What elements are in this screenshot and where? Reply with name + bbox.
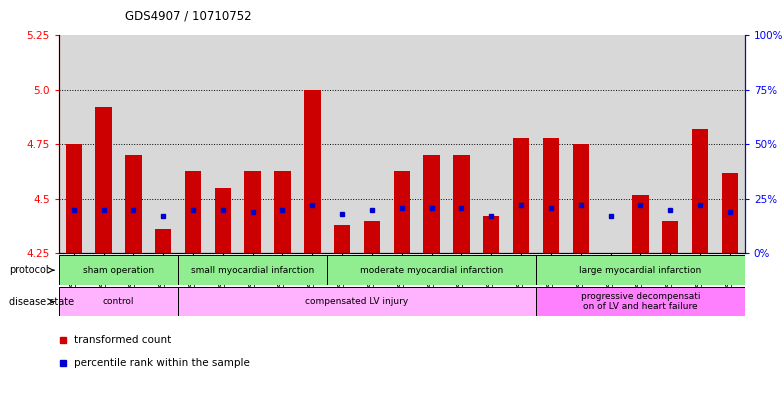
Text: percentile rank within the sample: percentile rank within the sample [74, 358, 250, 368]
Bar [274, 171, 291, 253]
Text: protocol: protocol [9, 265, 49, 275]
Bar [691, 129, 708, 253]
Bar [334, 225, 350, 253]
Bar [364, 221, 380, 253]
Bar [185, 171, 201, 253]
Bar [632, 195, 648, 253]
Text: disease state: disease state [9, 297, 74, 307]
Bar [59, 287, 178, 316]
Bar [66, 144, 82, 253]
Text: transformed count: transformed count [74, 336, 172, 345]
Bar [543, 138, 559, 253]
Bar [245, 171, 261, 253]
Bar [536, 255, 745, 285]
Bar [304, 90, 321, 253]
Bar [572, 144, 589, 253]
Bar [513, 138, 529, 253]
Text: progressive decompensati
on of LV and heart failure: progressive decompensati on of LV and he… [581, 292, 700, 311]
Text: sham operation: sham operation [83, 266, 154, 275]
Bar [155, 230, 172, 253]
Text: small myocardial infarction: small myocardial infarction [191, 266, 314, 275]
Bar [423, 155, 440, 253]
Bar [178, 255, 327, 285]
Text: large myocardial infarction: large myocardial infarction [579, 266, 702, 275]
Text: moderate myocardial infarction: moderate myocardial infarction [360, 266, 503, 275]
Bar [125, 155, 142, 253]
Bar [96, 107, 112, 253]
Text: control: control [103, 297, 134, 306]
Bar [215, 188, 231, 253]
Bar [536, 287, 745, 316]
Bar [453, 155, 470, 253]
Bar [722, 173, 738, 253]
Bar [483, 217, 499, 253]
Bar [178, 287, 536, 316]
Bar [327, 255, 536, 285]
Text: GDS4907 / 10710752: GDS4907 / 10710752 [125, 10, 252, 23]
Bar [662, 221, 678, 253]
Text: compensated LV injury: compensated LV injury [306, 297, 408, 306]
Bar [394, 171, 410, 253]
Bar [59, 255, 178, 285]
